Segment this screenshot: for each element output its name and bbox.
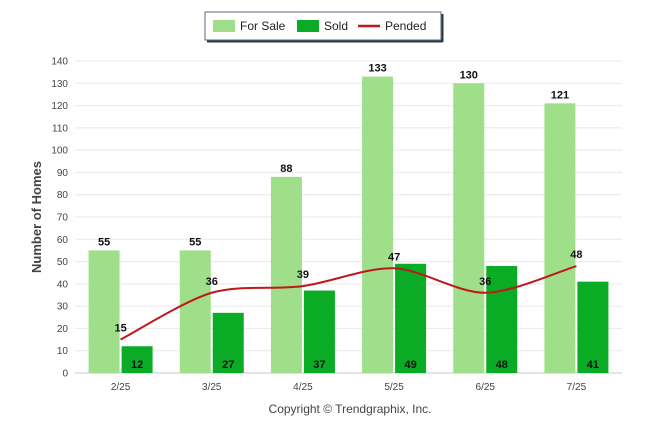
- y-axis: 0 10 20 30 40 50 60 70 80 90 100 110 120 130 140: [51, 57, 68, 380]
- label-sold-4-25: 37: [313, 359, 325, 371]
- label-for-sale-3-25: 55: [189, 236, 201, 248]
- label-for-sale-4-25: 88: [280, 163, 292, 175]
- label-pended-6-25: 36: [479, 276, 491, 288]
- label-for-sale-2-25: 55: [98, 236, 110, 248]
- y-tick-label-130: 130: [51, 79, 68, 90]
- y-axis-title: Number of Homes: [29, 161, 44, 273]
- x-tick-label-5-25: 5/25: [384, 382, 404, 393]
- y-tick-label-90: 90: [57, 168, 69, 179]
- bar-for-sale-3-25[interactable]: [179, 250, 211, 373]
- bars: [88, 76, 609, 374]
- y-tick-label-40: 40: [57, 279, 69, 290]
- bar-for-sale-7-25[interactable]: [544, 103, 576, 373]
- label-pended-7-25: 48: [570, 249, 582, 261]
- bar-for-sale-6-25[interactable]: [453, 83, 485, 374]
- label-sold-3-25: 27: [222, 359, 234, 371]
- legend[interactable]: For Sale Sold Pended: [204, 11, 444, 43]
- y-tick-label-60: 60: [57, 235, 69, 246]
- bar-sold-6-25[interactable]: [486, 266, 518, 373]
- label-sold-6-25: 48: [496, 359, 508, 371]
- label-for-sale-7-25: 121: [551, 89, 569, 101]
- bar-sold-5-25[interactable]: [395, 263, 427, 373]
- y-tick-label-20: 20: [57, 324, 69, 335]
- bar-for-sale-2-25[interactable]: [88, 250, 120, 373]
- x-tick-label-6-25: 6/25: [476, 382, 496, 393]
- x-tick-label-7-25: 7/25: [567, 382, 587, 393]
- label-pended-3-25: 36: [206, 276, 218, 288]
- gridlines: [75, 60, 622, 374]
- bar-sold-3-25[interactable]: [212, 312, 244, 373]
- y-tick-label-140: 140: [51, 57, 68, 68]
- y-tick-label-120: 120: [51, 101, 68, 112]
- label-pended-5-25: 47: [388, 251, 400, 263]
- label-for-sale-5-25: 133: [368, 63, 386, 75]
- y-tick-label-10: 10: [57, 346, 69, 357]
- pended-line-layer: [120, 265, 577, 341]
- y-tick-label-110: 110: [52, 123, 68, 134]
- legend-label-for-sale[interactable]: For Sale: [240, 19, 286, 33]
- legend-box: [204, 11, 442, 41]
- legend-label-sold[interactable]: Sold: [324, 19, 348, 33]
- x-tick-label-3-25: 3/25: [202, 382, 222, 393]
- bar-for-sale-4-25[interactable]: [270, 176, 302, 373]
- copyright-credit: Copyright © Trendgraphix, Inc.: [269, 402, 432, 416]
- label-pended-4-25: 39: [297, 269, 309, 281]
- label-pended-2-25: 15: [114, 323, 126, 335]
- x-tick-label-2-25: 2/25: [111, 382, 131, 393]
- bar-sold-7-25[interactable]: [577, 281, 609, 373]
- label-sold-7-25: 41: [587, 359, 599, 371]
- label-for-sale-6-25: 130: [460, 69, 478, 81]
- y-tick-label-50: 50: [57, 257, 69, 268]
- y-tick-label-100: 100: [51, 146, 68, 157]
- bar-for-sale-5-25[interactable]: [362, 76, 394, 373]
- x-tick-label-4-25: 4/25: [293, 382, 313, 393]
- y-tick-label-30: 30: [57, 302, 69, 313]
- x-axis: 2/25 3/25 4/25 5/25 6/25 7/25: [111, 382, 587, 393]
- bar-sold-4-25[interactable]: [303, 290, 335, 373]
- line-pended[interactable]: [120, 265, 577, 341]
- y-tick-label-0: 0: [62, 369, 68, 380]
- label-sold-2-25: 12: [131, 359, 143, 371]
- y-tick-label-70: 70: [57, 213, 69, 224]
- y-tick-label-80: 80: [57, 190, 69, 201]
- data-labels: 55 12 55 27 88 37 133 49 130 48 121 41 15 36 39 47 36 48: [98, 63, 599, 371]
- legend-swatch-sold[interactable]: [297, 20, 319, 32]
- legend-swatch-for-sale[interactable]: [213, 20, 235, 32]
- legend-label-pended[interactable]: Pended: [385, 19, 426, 33]
- label-sold-5-25: 49: [404, 359, 416, 371]
- bar-sold-2-25[interactable]: [121, 346, 153, 373]
